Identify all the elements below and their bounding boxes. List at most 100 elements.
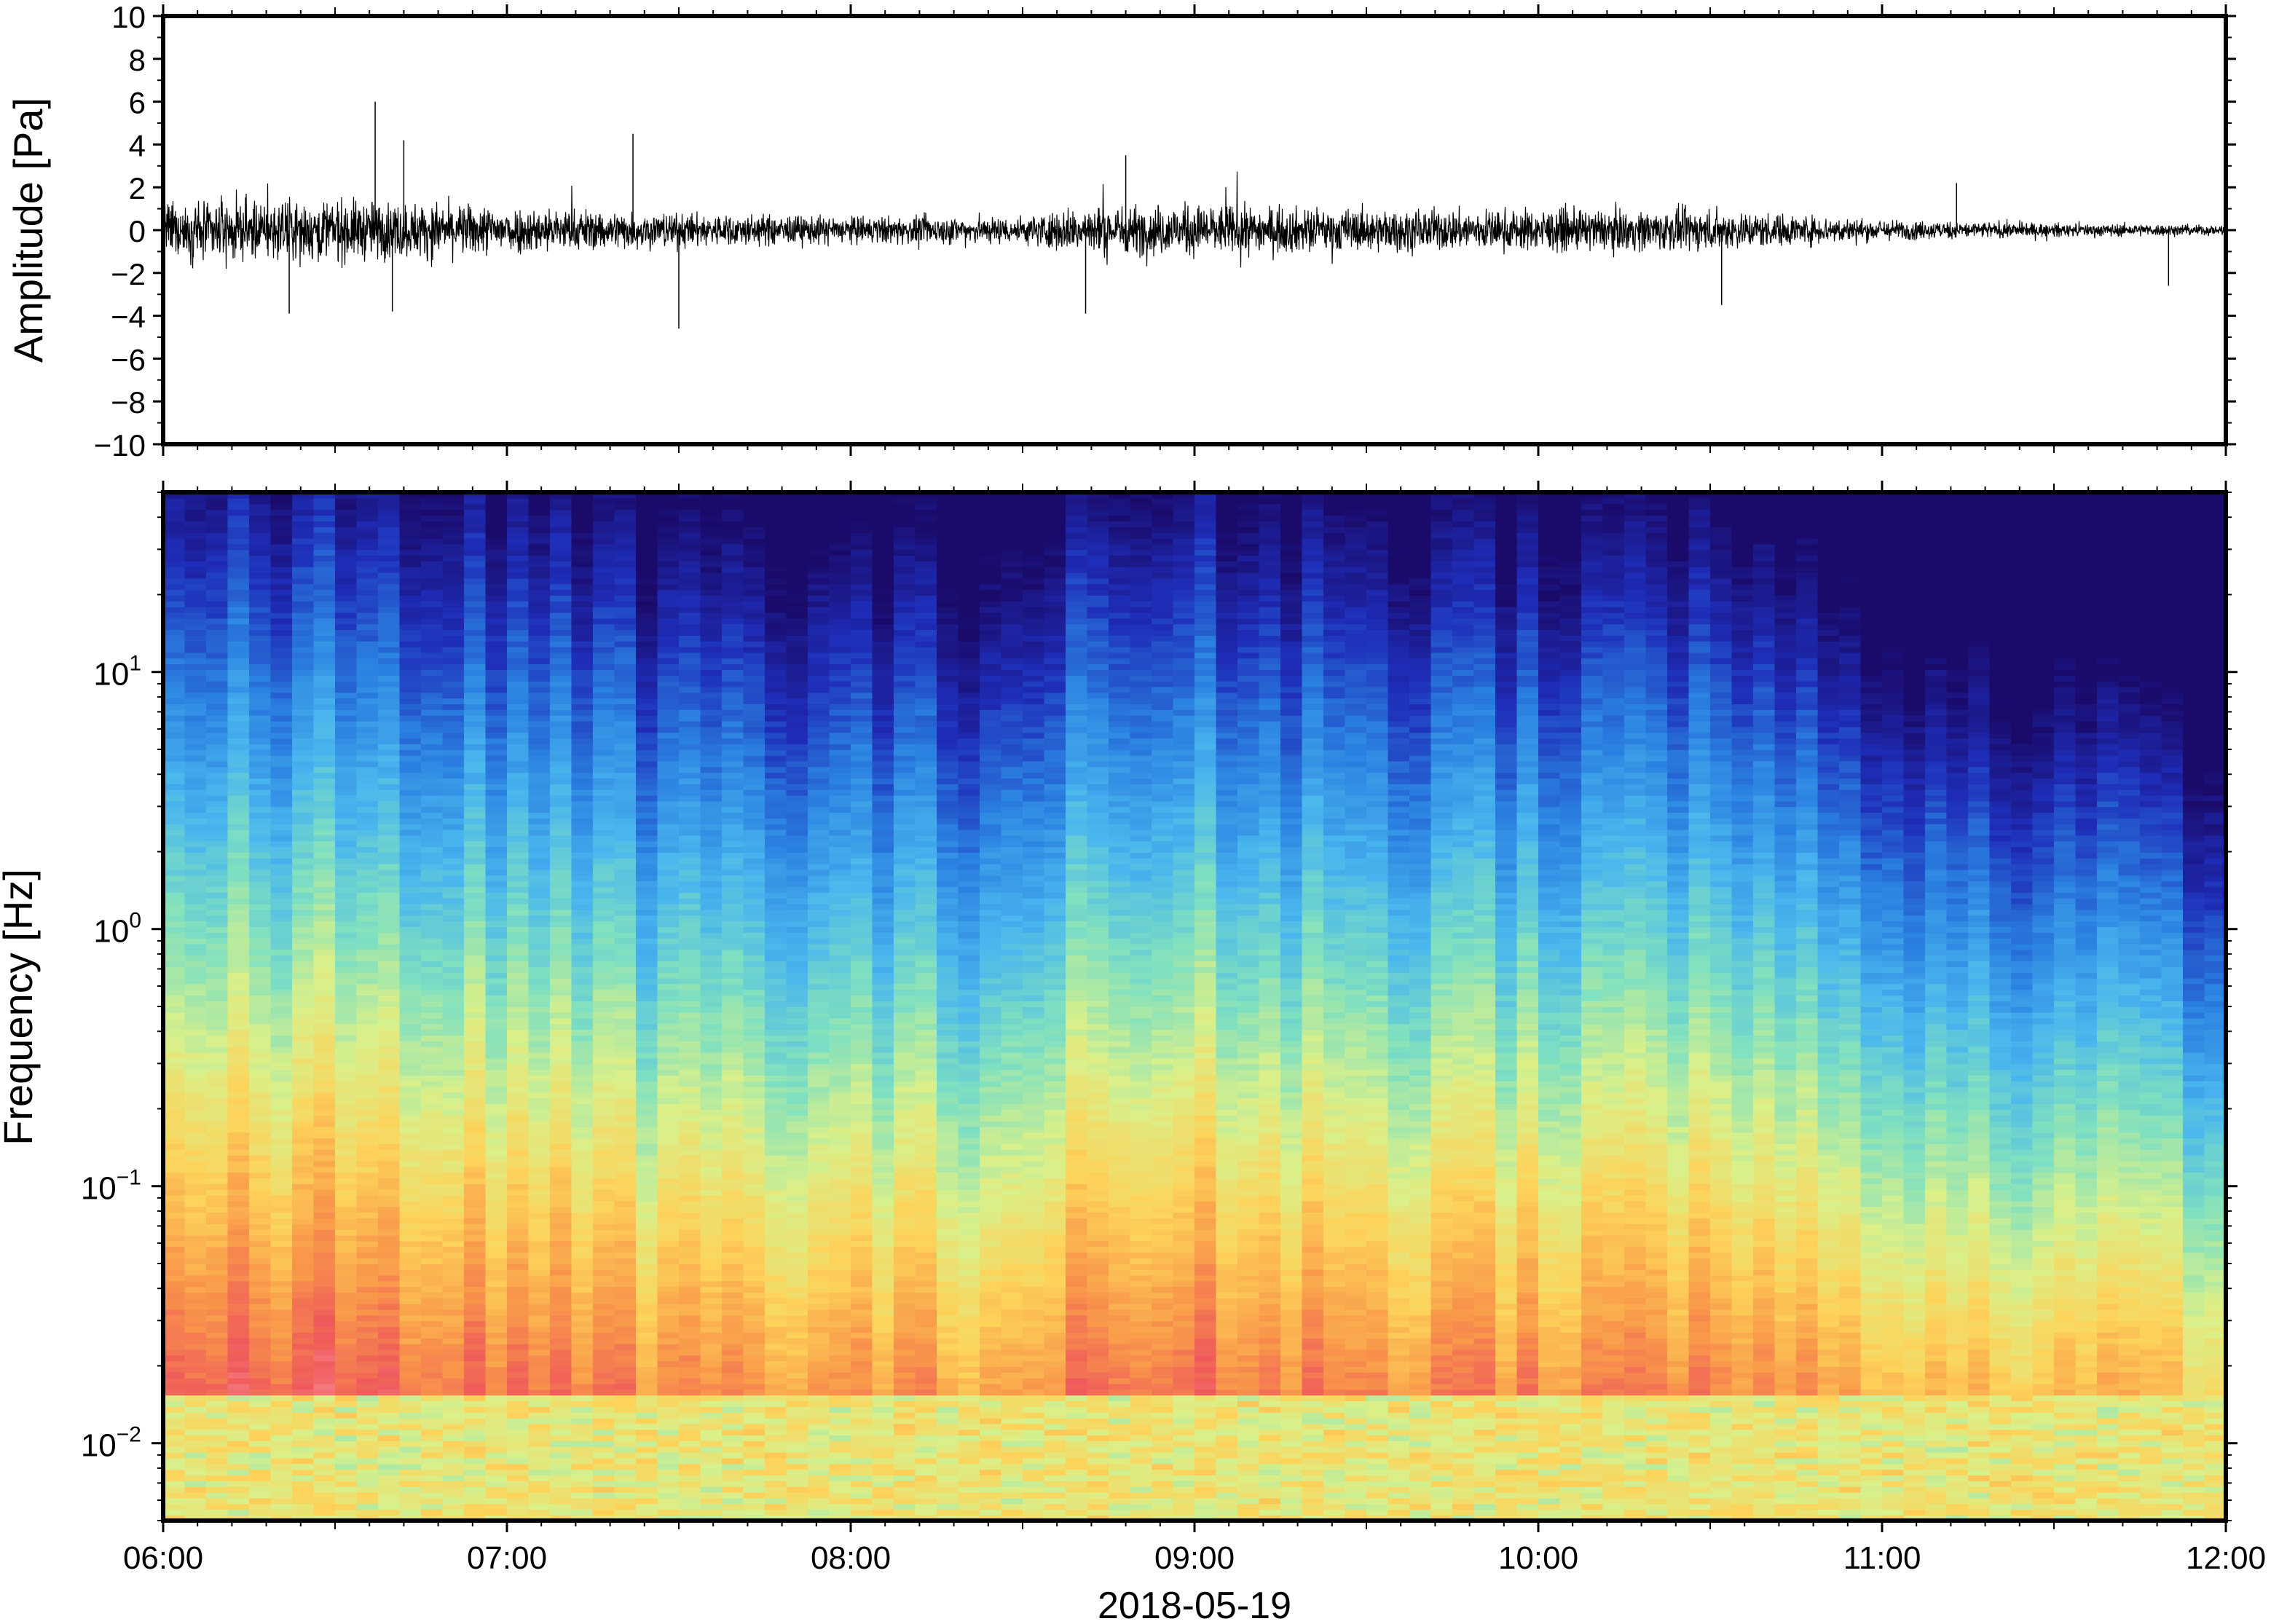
spectrogram-cell (657, 497, 680, 505)
spectrogram-cell (206, 1486, 229, 1493)
spectrogram-cell (378, 835, 401, 842)
spectrogram-cell (485, 795, 508, 802)
spectrogram-cell (313, 703, 336, 710)
spectrogram-cell (356, 937, 379, 945)
spectrogram-cell (593, 497, 615, 505)
spectrogram-cell (227, 903, 250, 910)
spectrogram-cell (636, 1457, 658, 1465)
spectrogram-cell (657, 703, 680, 710)
spectrogram-cell (292, 1486, 315, 1493)
spectrogram-cell (485, 675, 508, 682)
spectrogram-cell (657, 1178, 680, 1184)
spectrogram-cell (636, 875, 658, 882)
spectrogram-cell (657, 714, 680, 722)
spectrogram-cell (485, 1075, 508, 1081)
spectrogram-cell (313, 1486, 336, 1493)
spectrogram-cell (442, 1377, 465, 1384)
spectrogram-cell (636, 537, 658, 545)
spectrogram-cell (593, 1411, 615, 1419)
spectrogram-cell (356, 1269, 379, 1276)
spectrogram-cell (550, 561, 572, 567)
spectrogram-cell (593, 1166, 615, 1173)
spectrogram-cell (442, 869, 465, 876)
spectrogram-cell (421, 1240, 444, 1247)
spectrogram-cell (399, 784, 422, 790)
spectrogram-cell (421, 921, 444, 927)
spectrogram-cell (550, 915, 572, 922)
spectrogram-cell (593, 1052, 615, 1059)
spectrogram-cell (356, 497, 379, 505)
spectrogram-cell (550, 1377, 572, 1384)
spectrogram-cell (614, 1092, 637, 1099)
spectrogram-cell (249, 766, 272, 773)
spectrogram-cell (313, 1229, 336, 1236)
spectrogram-cell (292, 1280, 315, 1288)
spectrogram-cell (464, 1052, 487, 1059)
spectrogram-cell (356, 738, 379, 744)
spectrogram-cell (528, 1017, 551, 1025)
spectrogram-cell (335, 497, 358, 505)
spectrogram-cell (507, 1389, 530, 1396)
spectrogram-cell (313, 1274, 336, 1282)
spectrogram-cell (679, 1298, 701, 1304)
spectrogram-cell (313, 1303, 336, 1310)
spectrogram-cell (313, 869, 336, 876)
spectrogram-cell (421, 1029, 444, 1036)
spectrogram-cell (550, 760, 572, 768)
spectrogram-cell (571, 572, 594, 579)
spectrogram-cell (507, 583, 530, 591)
spectrogram-cell (313, 595, 336, 602)
spectrogram-cell (571, 903, 594, 910)
spectrogram-cell (700, 1411, 723, 1419)
spectrogram-cell (378, 714, 401, 722)
spectrogram-cell (507, 971, 530, 979)
spectrogram-cell (507, 1057, 530, 1065)
spectrogram-cell (249, 732, 272, 739)
spectrogram-cell (227, 760, 250, 768)
spectrogram-cell (700, 858, 723, 864)
spectrogram-cell (163, 623, 186, 631)
spectrogram-cell (528, 680, 551, 687)
spectrogram-cell (378, 1258, 401, 1264)
spectrogram-cell (335, 503, 358, 511)
spectrogram-cell (163, 903, 186, 910)
spectrogram-cell (378, 537, 401, 545)
spectrogram-cell (270, 1075, 293, 1081)
spectrogram-cell (571, 1274, 594, 1282)
spectrogram-cell (485, 961, 508, 967)
spectrogram-cell (378, 1326, 401, 1333)
spectrogram-cell (292, 869, 315, 876)
spectrogram-cell (507, 835, 530, 842)
spectrogram-cell (485, 1183, 508, 1190)
spectrogram-cell (528, 509, 551, 516)
spectrogram-cell (399, 1343, 422, 1350)
spectrogram-cell (421, 1337, 444, 1344)
spectrogram-cell (378, 858, 401, 864)
spectrogram-cell (442, 663, 465, 670)
spectrogram-cell (528, 760, 551, 768)
spectrogram-cell (442, 1246, 465, 1253)
spectrogram-cell (593, 983, 615, 990)
spectrogram-cell (292, 720, 315, 728)
spectrogram-cell (184, 555, 207, 561)
spectrogram-cell (485, 497, 508, 505)
spectrogram-cell (184, 1481, 207, 1487)
spectrogram-cell (657, 749, 680, 756)
spectrogram-cell (292, 652, 315, 659)
spectrogram-cell (378, 1075, 401, 1081)
spectrogram-cell (657, 1206, 680, 1213)
spectrogram-cell (614, 744, 637, 750)
spectrogram-cell (163, 658, 186, 665)
spectrogram-cell (442, 921, 465, 927)
spectrogram-cell (184, 1109, 207, 1116)
spectrogram-cell (421, 1320, 444, 1328)
spectrogram-cell (485, 1234, 508, 1242)
spectrogram-cell (464, 1411, 487, 1419)
spectrogram-cell (163, 806, 186, 813)
spectrogram-cell (550, 977, 572, 985)
spectrogram-cell (636, 966, 658, 973)
spectrogram-cell (528, 698, 551, 705)
spectrogram-cell (528, 1343, 551, 1350)
spectrogram-cell (700, 1355, 723, 1362)
spectrogram-cell (227, 966, 250, 973)
